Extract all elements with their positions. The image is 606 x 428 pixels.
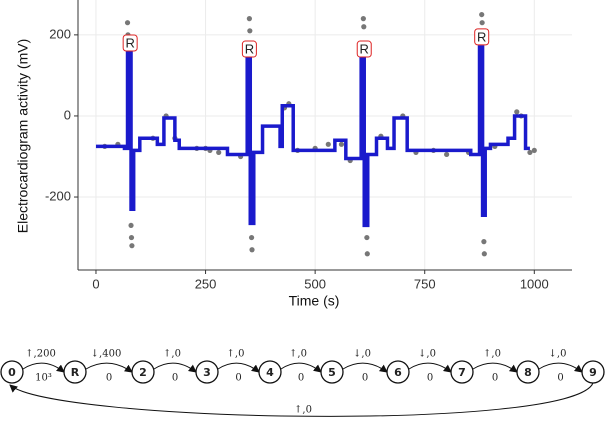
- point: [361, 24, 367, 30]
- edge: [472, 362, 518, 373]
- edge: [538, 362, 583, 373]
- annotation-box: [356, 40, 372, 58]
- point: [527, 149, 533, 156]
- node: [581, 360, 605, 384]
- node: [386, 360, 410, 384]
- y-tick-label: -200: [45, 188, 71, 203]
- chart: -200 0 200 0 250 500 750 1000 R R R R: [45, 0, 572, 291]
- annotation: R: [360, 41, 369, 56]
- edge-top-label: ↑,200: [25, 349, 56, 360]
- edge: [280, 362, 322, 373]
- return-edge-label: ↑,0: [294, 405, 312, 416]
- diagram: ↑,200 10³ ↓,400 0 ↑,0 0 ↑,0 0 ↑,0 0 ↓,0 0 ↓,0 0 ↑,0 0 ↓,…: [0, 349, 605, 417]
- point: [531, 147, 537, 154]
- point: [128, 234, 135, 241]
- node-label: R: [71, 366, 80, 379]
- point: [246, 16, 252, 22]
- node: [516, 360, 540, 384]
- point: [481, 251, 487, 257]
- step-line: [95, 45, 530, 228]
- node-label: 5: [328, 366, 336, 379]
- x-axis-label: Time (s): [289, 293, 340, 309]
- point: [481, 239, 487, 245]
- point: [338, 141, 345, 147]
- node: [63, 360, 87, 384]
- point: [249, 247, 255, 253]
- x-tick-label: 750: [414, 276, 436, 291]
- point: [129, 243, 135, 249]
- edge-top-label: ↓,400: [91, 349, 122, 360]
- point: [360, 16, 366, 22]
- point: [128, 222, 134, 229]
- edge-bottom-label: 0: [298, 373, 304, 384]
- edge-top-label: ↑,0: [289, 349, 307, 360]
- point: [124, 20, 131, 26]
- point: [514, 109, 520, 115]
- edge-bottom-label: 0: [557, 373, 563, 384]
- point: [364, 234, 370, 241]
- x-tick-label: 1000: [520, 276, 549, 291]
- annotation-box: [122, 34, 138, 52]
- node: [131, 360, 155, 384]
- edge-top-label: ↑,0: [163, 349, 181, 360]
- node-label: 3: [203, 366, 211, 379]
- point: [364, 251, 370, 257]
- edge-top-label: ↑,0: [227, 349, 245, 360]
- annotation: R: [125, 35, 134, 50]
- node: [450, 360, 474, 384]
- edge-top-label: ↓,0: [549, 349, 567, 360]
- point: [216, 149, 222, 156]
- node-label: 7: [458, 366, 466, 379]
- edge: [22, 362, 65, 373]
- node-label: 9: [589, 366, 597, 379]
- y-tick-label: 200: [49, 26, 71, 41]
- edge: [85, 362, 133, 373]
- x-tick-label: 500: [304, 276, 326, 291]
- edge-bottom-label: 10³: [35, 373, 52, 384]
- edge: [217, 362, 260, 373]
- node: [320, 360, 344, 384]
- edge-bottom-label: 0: [427, 373, 433, 384]
- edge-top-label: ↓,0: [418, 349, 436, 360]
- x-tick-label: 250: [195, 276, 217, 291]
- y-tick-label: 0: [64, 107, 71, 122]
- node-label: 0: [8, 366, 16, 379]
- edge: [342, 362, 388, 373]
- point: [325, 141, 331, 147]
- node-label: 2: [139, 366, 147, 379]
- annotation: R: [477, 29, 486, 44]
- point: [479, 20, 485, 26]
- edge-bottom-label: 0: [172, 373, 178, 384]
- edge-bottom-label: 0: [235, 373, 241, 384]
- point: [247, 28, 253, 34]
- edge-top-label: ↑,0: [483, 349, 501, 360]
- node: [258, 360, 282, 384]
- edge-bottom-label: 0: [362, 373, 368, 384]
- node: [0, 360, 24, 384]
- edge-bottom-label: 0: [106, 373, 112, 384]
- node-label: 8: [524, 366, 532, 379]
- point: [444, 151, 450, 158]
- return-edge: [9, 382, 594, 417]
- node-label: 6: [394, 366, 402, 379]
- annotation-box: [474, 28, 490, 46]
- edge: [153, 362, 197, 373]
- node-label: 4: [266, 366, 274, 379]
- annotation: R: [245, 41, 254, 56]
- edge: [408, 362, 452, 373]
- node: [195, 360, 219, 384]
- edge-bottom-label: 0: [492, 373, 498, 384]
- annotation-box: [241, 40, 257, 58]
- y-axis-label: Electrocardiogram activity (mV): [15, 39, 31, 234]
- x-tick-label: 0: [92, 276, 99, 291]
- point: [248, 234, 255, 241]
- edge-top-label: ↓,0: [353, 349, 371, 360]
- point: [479, 11, 485, 18]
